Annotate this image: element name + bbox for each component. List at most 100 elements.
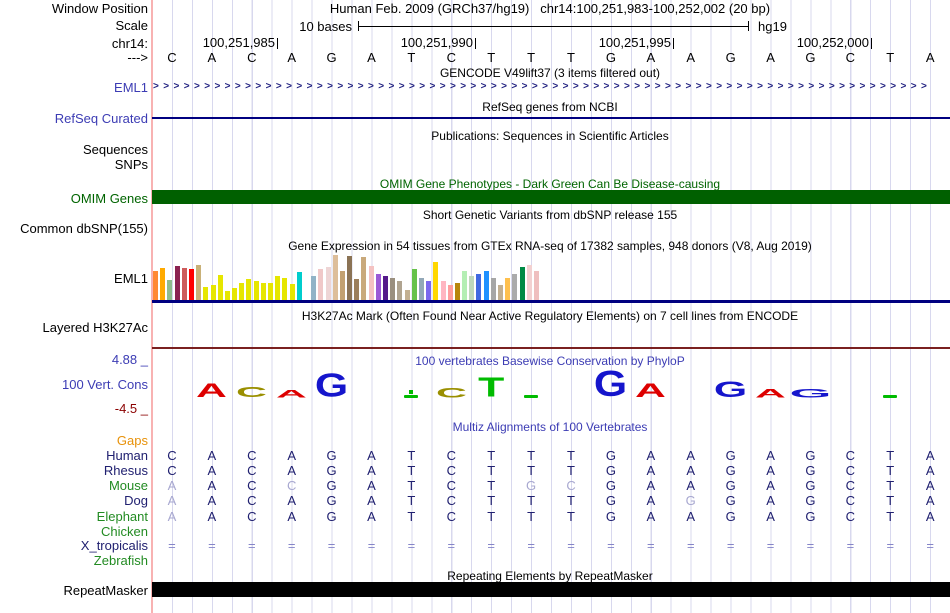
gtex-bar[interactable] [224,291,230,300]
gtex-bar[interactable] [232,288,238,300]
aln-cell: = [327,538,336,553]
gtex-bar[interactable] [498,285,503,300]
gtex-bar[interactable] [210,285,216,300]
aln-cell: A [367,463,376,478]
gtex-bar[interactable] [505,278,511,300]
gtex-expression-bars[interactable] [153,254,539,300]
gtex-bar[interactable] [339,271,345,300]
gtex-bar[interactable] [181,268,187,300]
gtex-bar[interactable] [196,265,202,300]
base-cell: T [487,50,496,65]
gene-direction-arrows[interactable]: >>>>>>>>>>>>>>>>>>>>>>>>>>>>>>>>>>>>>>>>… [153,81,932,92]
base-cell: A [925,50,935,65]
gtex-bar[interactable] [390,278,396,300]
aln-cell: = [726,538,735,553]
repeatmasker-bar[interactable] [152,582,950,597]
gtex-bar[interactable] [289,284,295,300]
h3k27ac-baseline[interactable] [152,347,950,349]
logo-column[interactable]: G [591,367,631,403]
gtex-bar[interactable] [253,281,259,300]
gtex-bar[interactable] [440,281,446,300]
gtex-bar[interactable] [275,276,281,300]
gtex-bar[interactable] [354,279,360,300]
gtex-bar[interactable] [490,278,496,300]
logo-column[interactable]: G [711,369,751,401]
logo-column[interactable]: A [192,369,232,400]
aln-cell: A [925,478,935,493]
coordinate-label: 100,252,000 [796,35,869,50]
base-cell: C [247,50,257,65]
gtex-bar[interactable] [411,269,417,300]
gtex-bar[interactable] [203,287,209,300]
omim-gene-bar[interactable] [152,190,950,204]
aln-cell: G [326,448,337,463]
gtex-bar[interactable] [347,256,353,300]
multiz-species-label-human: Human [106,448,148,463]
logo-column[interactable]: T [471,369,511,402]
gtex-bar[interactable] [325,267,331,300]
gtex-bar[interactable] [282,278,288,300]
refseq-gene-line[interactable] [152,117,950,119]
aln-cell: = [527,538,535,553]
gtex-bar[interactable] [296,272,302,300]
gtex-bar[interactable] [160,268,166,300]
gtex-bar[interactable] [268,283,273,300]
gtex-bar[interactable] [462,271,468,300]
gtex-bar[interactable] [512,274,518,300]
gtex-bar[interactable] [153,271,158,300]
logo-column[interactable]: G [789,369,831,399]
gtex-bar[interactable] [239,283,245,300]
gtex-bar[interactable] [375,274,381,300]
gtex-bar[interactable] [447,285,453,300]
logo-column[interactable]: A [272,369,312,399]
logo-column[interactable]: C [431,369,471,400]
logo-column[interactable] [870,395,910,398]
aln-cell: A [766,509,775,524]
gtex-bar[interactable] [433,262,439,300]
logo-column[interactable] [511,395,551,398]
logo-column[interactable]: C [232,369,272,400]
gtex-bar[interactable] [519,267,525,300]
base-cell: C [167,50,177,65]
gtex-bar[interactable] [483,271,489,300]
multiz-row-x_tropicalis[interactable]: = = = = = = = = = = = = = = = = = = = = [152,539,950,552]
sequences-label: Sequences [82,142,148,157]
base-cell: T [886,50,895,65]
gtex-bar[interactable] [311,276,317,300]
logo-column[interactable]: G [312,369,352,402]
gtex-bar[interactable] [260,283,266,300]
gtex-bar[interactable] [246,279,252,300]
gtex-bar[interactable] [188,269,194,300]
logo-letter-A: A [754,386,786,401]
gtex-bar[interactable] [526,265,532,300]
gtex-bar[interactable] [383,276,388,300]
gtex-bar[interactable] [426,281,432,300]
logo-column[interactable]: A [751,369,791,401]
gtex-bar[interactable] [454,283,460,300]
gtex-bar[interactable] [174,266,180,300]
gtex-bar[interactable] [217,275,223,300]
gtex-bar[interactable] [167,280,173,300]
gtex-bar[interactable] [476,274,482,300]
gtex-bar[interactable] [418,278,424,300]
gtex-bar[interactable] [368,266,374,300]
gtex-bar[interactable] [318,269,324,300]
aln-cell: G [725,463,736,478]
gtex-bar[interactable] [404,290,410,300]
logo-column[interactable] [391,390,431,398]
gtex-bar[interactable] [361,257,367,300]
gtex-bar[interactable] [533,271,539,300]
coordinate-tick [673,38,674,49]
gtex-bar[interactable] [332,255,338,300]
gtex-bar[interactable] [397,281,403,300]
multiz-species-label-mouse: Mouse [108,478,148,493]
gtex-bar[interactable] [469,276,475,300]
base-cell: A [686,50,696,65]
logo-column[interactable]: A [631,369,671,400]
